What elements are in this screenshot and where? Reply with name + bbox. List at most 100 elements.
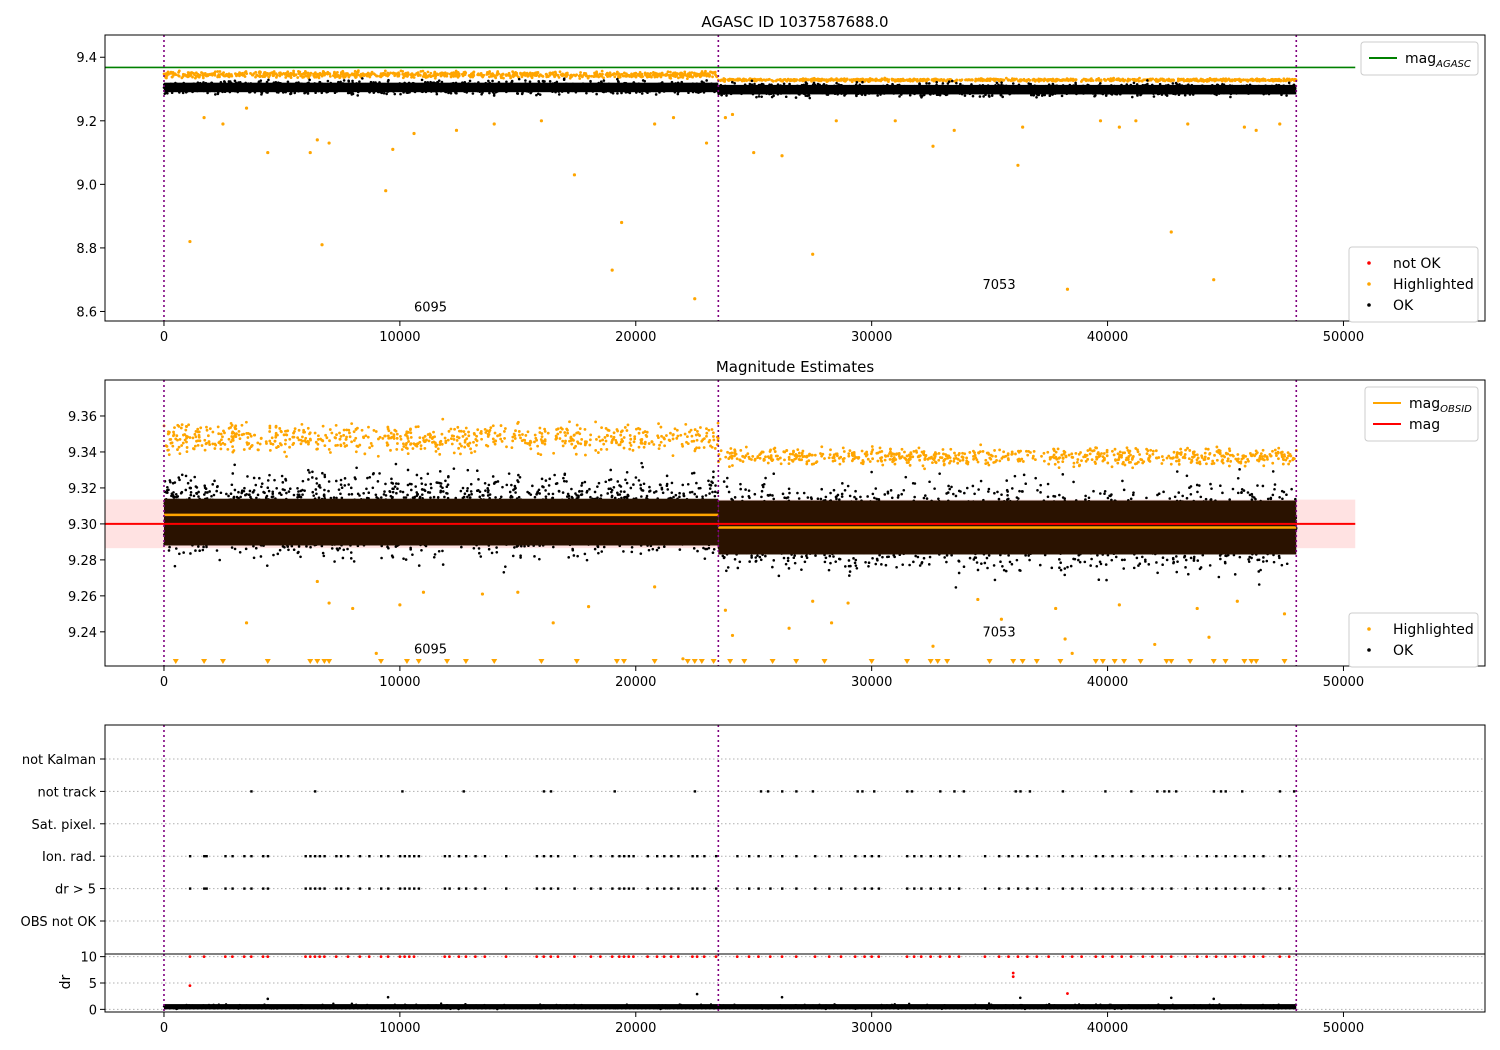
ok-point <box>1185 88 1189 92</box>
ok-point <box>627 89 631 93</box>
ok-point <box>477 87 480 91</box>
highlighted-outlier <box>391 147 395 151</box>
ok-point <box>731 80 734 84</box>
ok-point <box>794 96 798 99</box>
ok-point <box>459 83 463 86</box>
highlighted-point <box>174 73 178 77</box>
ok-point <box>522 85 526 88</box>
ok-point <box>720 93 723 97</box>
ok-point <box>1244 84 1248 88</box>
highlighted-outlier <box>671 116 676 120</box>
ok-point <box>1116 88 1120 92</box>
ok-point <box>946 82 950 85</box>
ok-point <box>988 95 991 98</box>
ok-point <box>688 84 692 88</box>
ok-point <box>363 85 367 89</box>
highlighted-point <box>254 75 257 79</box>
highlighted-point <box>609 73 613 77</box>
obsid-label: 6095 <box>414 300 447 315</box>
ok-point <box>491 79 494 83</box>
ok-point <box>534 88 538 92</box>
highlighted-point <box>1167 79 1171 82</box>
ok-point <box>387 82 391 86</box>
ok-point <box>610 83 613 86</box>
ok-point <box>224 86 228 90</box>
ok-point <box>1060 94 1064 98</box>
ok-point <box>568 87 572 91</box>
ok-point <box>449 90 452 94</box>
highlighted-point <box>1183 79 1187 83</box>
highlighted-point <box>666 70 670 74</box>
ok-point <box>881 91 885 95</box>
ok-point <box>859 90 862 93</box>
ok-point <box>605 83 609 87</box>
ok-point <box>561 83 564 87</box>
highlighted-point <box>263 71 267 74</box>
ok-point <box>191 90 194 94</box>
ok-point <box>341 86 344 89</box>
ok-point <box>702 81 705 84</box>
p1-axes-frame <box>104 34 1486 322</box>
ok-point <box>1217 92 1221 95</box>
ok-point <box>588 84 591 88</box>
ok-point <box>217 88 221 92</box>
highlighted-point <box>823 78 827 82</box>
ok-point <box>1009 92 1012 95</box>
highlighted-point <box>558 70 562 74</box>
highlighted-point <box>404 433 407 437</box>
ok-point <box>1074 83 1078 87</box>
highlighted-point <box>544 72 548 76</box>
highlighted-point <box>418 73 422 77</box>
ok-point <box>1091 92 1095 95</box>
ok-point <box>1035 95 1038 99</box>
highlighted-point <box>1249 78 1252 82</box>
ok-point <box>260 84 264 87</box>
ok-point <box>762 90 766 93</box>
ok-point <box>403 85 406 89</box>
highlighted-point <box>486 72 490 76</box>
ok-point <box>947 91 951 94</box>
ok-point <box>678 82 681 86</box>
highlighted-point <box>383 69 387 73</box>
highlighted-point <box>1279 79 1283 83</box>
highlighted-point <box>1079 80 1083 83</box>
ok-point <box>346 91 350 95</box>
ok-point <box>1110 84 1113 87</box>
ok-point <box>171 83 175 87</box>
ok-point <box>843 85 846 88</box>
highlighted-point <box>502 76 505 80</box>
ok-point <box>985 90 988 93</box>
highlighted-point <box>503 437 506 440</box>
highlighted-point <box>902 79 905 83</box>
highlighted-point <box>507 71 511 75</box>
ok-point <box>566 82 569 86</box>
ok-point <box>631 82 635 85</box>
ok-point <box>719 83 723 87</box>
ok-point <box>538 83 541 86</box>
highlighted-point <box>622 74 626 78</box>
highlighted-outlier <box>327 141 331 145</box>
ok-point <box>788 82 791 86</box>
ok-point <box>407 81 411 85</box>
highlighted-point <box>600 69 604 73</box>
ok-point <box>616 92 619 95</box>
highlighted-point <box>600 426 603 430</box>
ok-point <box>235 88 238 92</box>
highlighted-point <box>705 431 709 435</box>
highlighted-point <box>1154 78 1158 82</box>
highlighted-point <box>395 436 399 440</box>
ok-point <box>1061 84 1065 87</box>
ok-point <box>557 90 561 93</box>
ok-point <box>710 82 713 86</box>
ok-point <box>233 79 237 83</box>
highlighted-point <box>783 77 787 81</box>
x-tick-label: 0 <box>160 330 168 345</box>
highlighted-point <box>848 78 852 82</box>
ok-point <box>286 84 290 88</box>
ok-point <box>471 92 475 95</box>
ok-point <box>1258 87 1261 91</box>
ok-point <box>1284 85 1288 88</box>
ok-point <box>304 83 308 87</box>
ok-point <box>599 84 603 88</box>
highlighted-point <box>588 443 592 447</box>
